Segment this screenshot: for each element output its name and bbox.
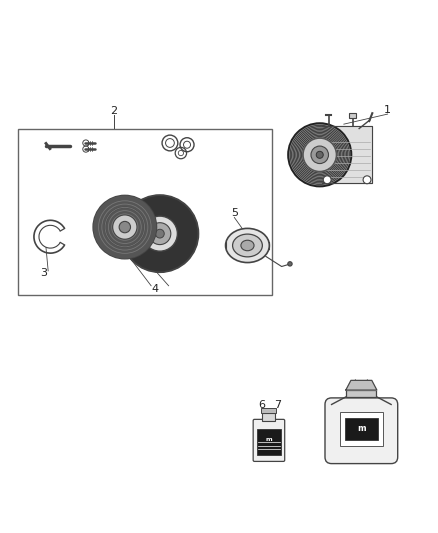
Circle shape	[142, 216, 177, 251]
Bar	[261, 408, 276, 413]
Bar	[18, 128, 272, 295]
Text: 4: 4	[152, 284, 159, 294]
Circle shape	[363, 176, 371, 184]
Text: 3: 3	[40, 268, 47, 278]
Bar	[336, 457, 387, 462]
Text: 1: 1	[384, 104, 391, 115]
Text: 5: 5	[231, 208, 238, 218]
Text: m: m	[265, 437, 272, 441]
Text: 7: 7	[275, 400, 282, 410]
Ellipse shape	[241, 240, 254, 251]
Circle shape	[113, 215, 137, 239]
Bar	[349, 113, 356, 118]
Text: m: m	[357, 424, 366, 433]
Circle shape	[323, 176, 331, 184]
Polygon shape	[346, 381, 377, 390]
Text: 2: 2	[110, 106, 117, 116]
Circle shape	[93, 196, 156, 259]
Circle shape	[155, 229, 164, 238]
Bar	[345, 418, 378, 440]
Bar	[257, 429, 281, 455]
Text: 9: 9	[367, 386, 374, 397]
Circle shape	[149, 223, 171, 245]
FancyBboxPatch shape	[253, 419, 285, 462]
Bar	[340, 412, 383, 446]
Text: 6: 6	[258, 400, 265, 410]
Circle shape	[303, 138, 336, 172]
Circle shape	[316, 151, 323, 158]
Bar	[262, 413, 276, 421]
Ellipse shape	[226, 229, 269, 263]
Bar	[346, 390, 376, 397]
FancyBboxPatch shape	[325, 398, 398, 464]
Circle shape	[288, 123, 351, 187]
Circle shape	[288, 262, 292, 266]
Text: 8: 8	[346, 386, 353, 397]
Circle shape	[311, 146, 328, 164]
Circle shape	[119, 221, 131, 233]
Polygon shape	[322, 126, 372, 183]
Ellipse shape	[233, 234, 262, 257]
